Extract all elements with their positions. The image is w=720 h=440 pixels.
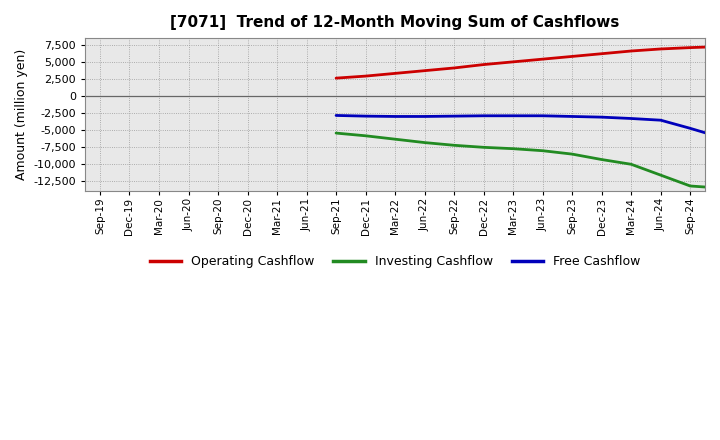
Legend: Operating Cashflow, Investing Cashflow, Free Cashflow: Operating Cashflow, Investing Cashflow, …: [145, 250, 645, 273]
Y-axis label: Amount (million yen): Amount (million yen): [15, 49, 28, 180]
Title: [7071]  Trend of 12-Month Moving Sum of Cashflows: [7071] Trend of 12-Month Moving Sum of C…: [171, 15, 620, 30]
